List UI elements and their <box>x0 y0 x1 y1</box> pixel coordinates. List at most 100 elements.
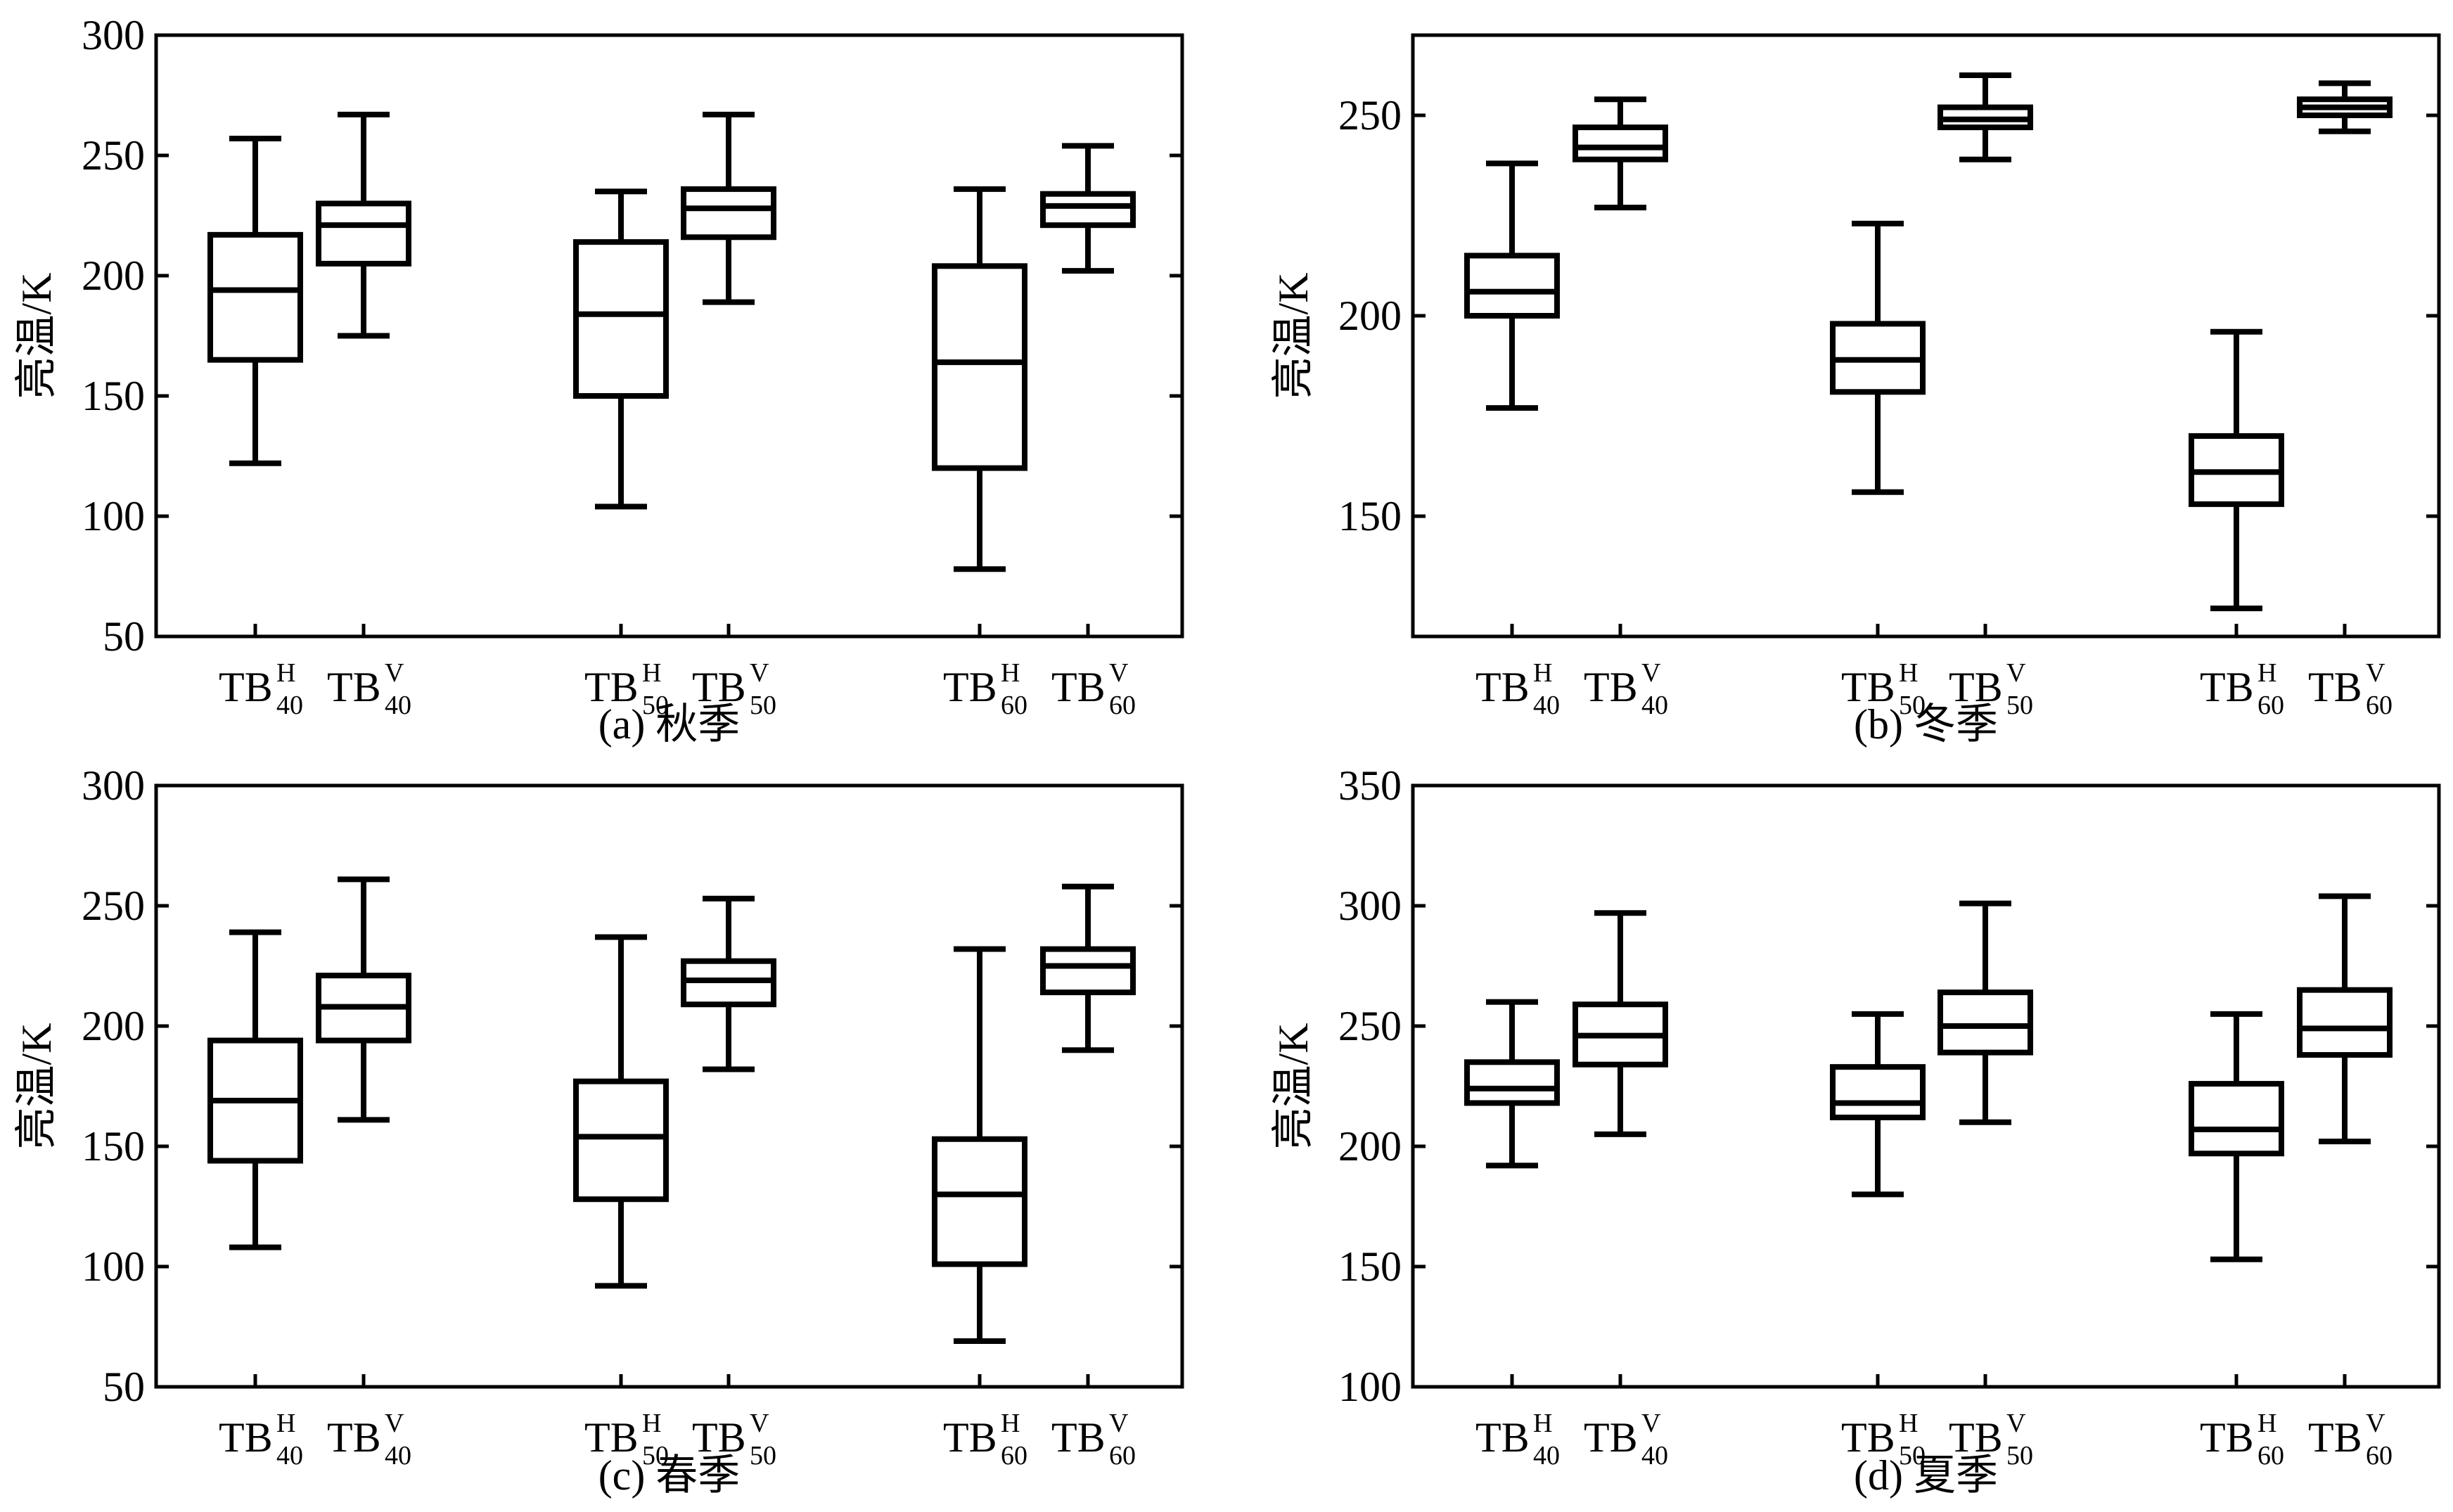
x-category-sub: 50 <box>642 1441 669 1471</box>
x-category-main: TB <box>1584 664 1638 710</box>
x-category-main: TB <box>584 664 639 710</box>
plot-frame <box>1411 783 2441 1389</box>
box-iqr <box>1464 1059 1560 1106</box>
x-category-label: TB H 50 <box>584 1409 669 1471</box>
y-tick-label: 100 <box>82 493 145 539</box>
box-iqr <box>316 200 411 267</box>
y-tick-label: 250 <box>82 132 145 179</box>
y-tick-label: 200 <box>1338 293 1402 339</box>
x-category-label: TB H 50 <box>1841 1409 1926 1471</box>
x-category-sup: V <box>1641 658 1661 688</box>
y-tick-label: 250 <box>1338 92 1402 139</box>
box-iqr <box>1040 191 1136 229</box>
x-category-sub: 40 <box>1533 1441 1560 1471</box>
x-category-sup: V <box>385 658 404 688</box>
x-category-label: TB V 60 <box>1051 1409 1136 1471</box>
panel-caption: (c) 春季 <box>598 1452 741 1499</box>
x-category-sub: 60 <box>2257 1441 2284 1471</box>
x-category-main: TB <box>1051 1414 1106 1461</box>
x-category-sup: V <box>2366 1409 2385 1438</box>
x-category-sup: H <box>1533 658 1552 688</box>
x-category-main: TB <box>943 664 997 710</box>
x-category-main: TB <box>2308 1414 2362 1461</box>
x-category-sub: 40 <box>276 1441 303 1471</box>
y-tick-label: 300 <box>82 12 145 58</box>
x-category-label: TB V 50 <box>1949 658 2033 720</box>
plot-frame <box>1411 33 2441 639</box>
x-category-sub: 40 <box>385 1441 411 1471</box>
y-tick-label: 300 <box>82 762 145 809</box>
x-category-sub: 60 <box>2366 1441 2393 1471</box>
x-category-label: TB H 60 <box>943 658 1027 720</box>
y-tick-label: 100 <box>1338 1364 1402 1410</box>
x-category-sub: 40 <box>1533 691 1560 720</box>
x-category-main: TB <box>692 664 746 710</box>
y-tick-label: 200 <box>82 252 145 299</box>
x-category-label: TB V 50 <box>1949 1409 2033 1471</box>
x-category-main: TB <box>1949 1414 2003 1461</box>
y-tick-label: 350 <box>1338 762 1402 809</box>
x-category-sub: 50 <box>2006 691 2033 720</box>
y-tick-label: 100 <box>82 1243 145 1290</box>
y-tick-label: 150 <box>1338 493 1402 539</box>
x-category-sup: V <box>1109 658 1129 688</box>
x-category-sup: H <box>2257 658 2276 688</box>
x-category-sub: 60 <box>2366 691 2393 720</box>
x-category-sup: V <box>1641 1409 1661 1438</box>
x-category-sub: 40 <box>276 691 303 720</box>
box-iqr <box>1830 1064 1926 1120</box>
x-category-sub: 50 <box>750 1441 776 1471</box>
panel-caption: (d) 夏季 <box>1854 1452 1998 1499</box>
x-category-label: TB V 40 <box>327 1409 411 1471</box>
x-category-main: TB <box>1841 1414 1895 1461</box>
x-category-sub: 50 <box>642 691 669 720</box>
x-category-label: TB H 40 <box>219 658 303 720</box>
x-category-sub: 50 <box>1899 691 1926 720</box>
x-category-label: TB V 40 <box>1584 1409 1668 1471</box>
x-category-label: TB V 60 <box>2308 658 2393 720</box>
box-iqr <box>573 239 669 399</box>
x-category-main: TB <box>2200 664 2254 710</box>
x-category-main: TB <box>2308 664 2362 710</box>
x-category-main: TB <box>2200 1414 2254 1461</box>
x-category-sup: V <box>750 658 769 688</box>
x-category-label: TB V 50 <box>692 658 776 720</box>
x-category-label: TB H 50 <box>584 658 669 720</box>
x-category-sup: H <box>1533 1409 1552 1438</box>
y-axis-label: 亮温/K <box>1270 1023 1317 1150</box>
x-category-main: TB <box>1475 1414 1530 1461</box>
box-iqr <box>1464 252 1560 319</box>
x-category-sup: V <box>2006 658 2026 688</box>
box-iqr <box>2189 1081 2284 1157</box>
box-iqr <box>681 186 776 241</box>
y-tick-label: 200 <box>82 1003 145 1049</box>
y-axis-label: 亮温/K <box>1270 273 1317 399</box>
x-category-sup: V <box>750 1409 769 1438</box>
box-iqr <box>1040 946 1136 996</box>
x-category-label: TB V 60 <box>2308 1409 2393 1471</box>
x-category-sup: H <box>276 658 295 688</box>
y-tick-label: 50 <box>103 1364 145 1410</box>
x-category-main: TB <box>327 664 381 710</box>
x-category-main: TB <box>584 1414 639 1461</box>
y-tick-label: 150 <box>1338 1243 1402 1290</box>
box-iqr <box>932 1136 1027 1267</box>
x-category-sub: 60 <box>1001 1441 1027 1471</box>
y-axis-label: 亮温/K <box>13 1023 60 1150</box>
x-category-sup: H <box>1001 1409 1020 1438</box>
x-category-main: TB <box>1949 664 2003 710</box>
box-iqr <box>1573 124 1668 162</box>
x-category-label: TB V 40 <box>327 658 411 720</box>
x-category-label: TB V 40 <box>1584 658 1668 720</box>
x-category-sub: 60 <box>1109 691 1136 720</box>
box-iqr <box>932 263 1027 471</box>
x-category-label: TB H 60 <box>2200 658 2284 720</box>
x-category-label: TB H 60 <box>2200 1409 2284 1471</box>
y-tick-label: 300 <box>1338 883 1402 929</box>
y-tick-label: 200 <box>1338 1123 1402 1170</box>
